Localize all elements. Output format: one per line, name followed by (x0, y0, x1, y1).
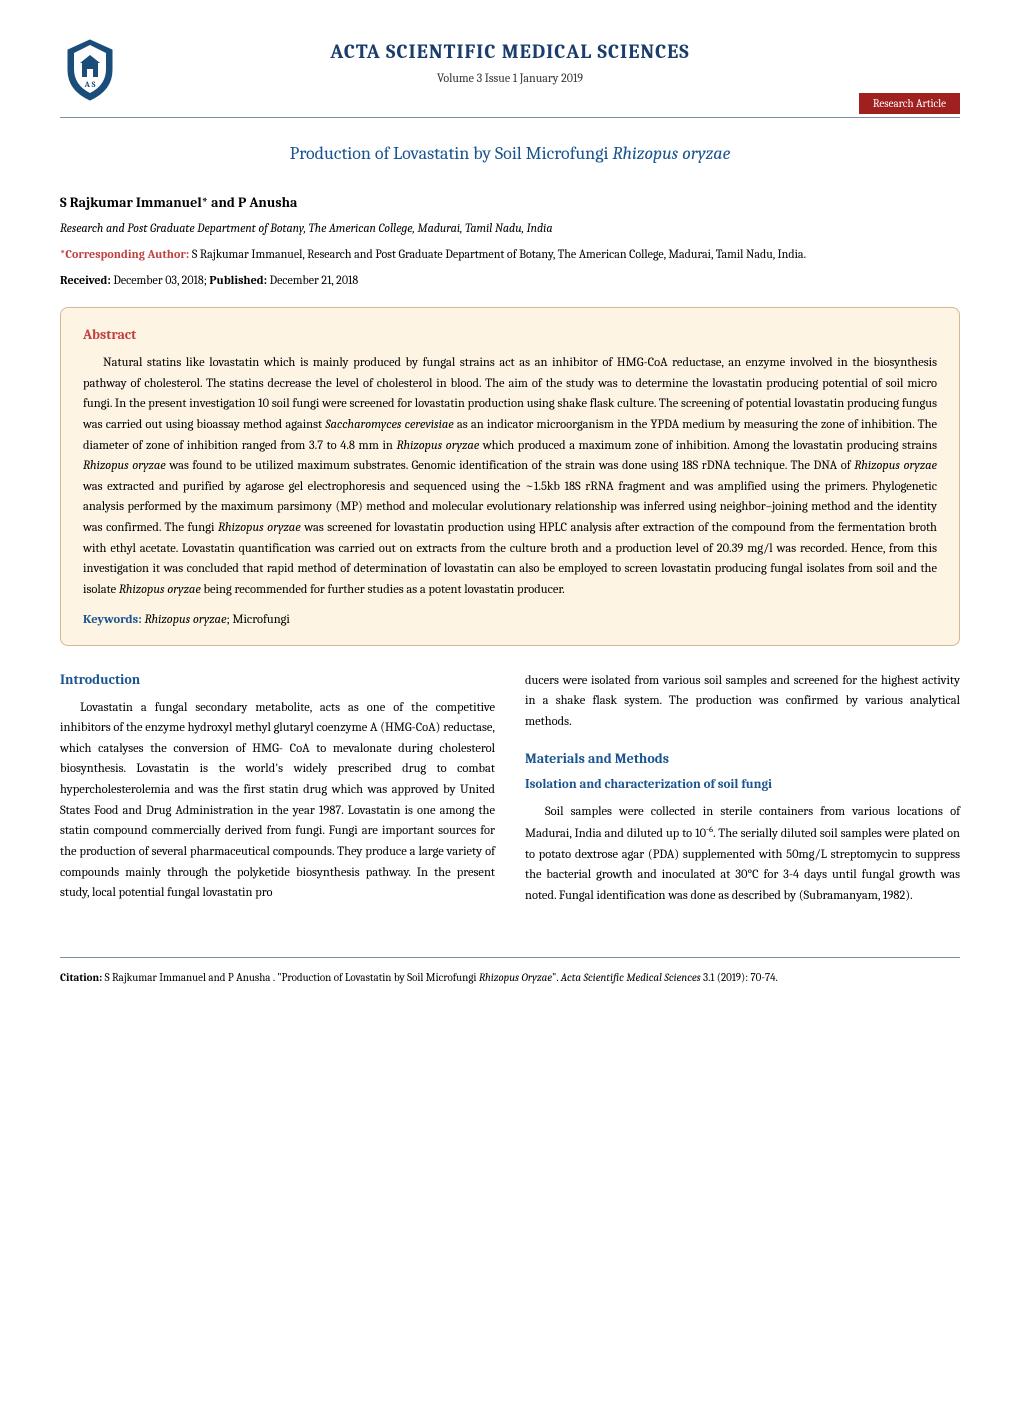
header-divider (60, 117, 960, 118)
two-column-layout: Introduction Lovastatin a fungal seconda… (60, 671, 960, 907)
abstract-heading: Abstract (83, 326, 937, 343)
article-title-italic: Rhizopus oryzae (612, 143, 730, 164)
introduction-heading: Introduction (60, 671, 495, 688)
published-label: Published: (209, 273, 269, 287)
abstract-box: Abstract Natural statins like lovastatin… (60, 307, 960, 646)
methods-text: Soil samples were collected in sterile c… (525, 802, 960, 906)
citation: Citation: S Rajkumar Immanuel and P Anus… (60, 970, 960, 987)
article-title-prefix: Production of Lovastatin by Soil Microfu… (290, 143, 613, 164)
corresponding-text: S Rajkumar Immanuel, Research and Post G… (192, 247, 806, 261)
page-header: A S ACTA SCIENTIFIC MEDICAL SCIENCES (60, 40, 960, 63)
received-label: Received: (60, 273, 113, 287)
authors: S Rajkumar Immanuel* and P Anusha (60, 194, 960, 211)
svg-text:A S: A S (84, 80, 96, 89)
introduction-continued: ducers were isolated from various soil s… (525, 671, 960, 733)
keywords: Keywords: Rhizopus oryzae; Microfungi (83, 613, 937, 627)
received-date: December 03, 2018; (113, 273, 209, 287)
keywords-italic: Rhizopus oryzae (144, 613, 226, 627)
publication-dates: Received: December 03, 2018; Published: … (60, 273, 960, 287)
methods-subsection-heading: Isolation and characterization of soil f… (525, 777, 960, 792)
methods-heading: Materials and Methods (525, 750, 960, 767)
article-type-row: Research Article (60, 93, 960, 114)
abstract-text: Natural statins like lovastatin which is… (83, 353, 937, 601)
affiliation: Research and Post Graduate Department of… (60, 221, 960, 235)
page-footer: Citation: S Rajkumar Immanuel and P Anus… (60, 957, 960, 987)
keywords-label: Keywords: (83, 613, 144, 627)
published-date: December 21, 2018 (270, 273, 359, 287)
journal-title: ACTA SCIENTIFIC MEDICAL SCIENCES (330, 40, 690, 63)
keywords-rest: ; Microfungi (226, 613, 289, 627)
corresponding-author: *Corresponding Author: S Rajkumar Immanu… (60, 245, 960, 263)
citation-label: Citation: (60, 971, 105, 984)
volume-info: Volume 3 Issue 1 January 2019 (60, 71, 960, 85)
right-column: ducers were isolated from various soil s… (525, 671, 960, 907)
introduction-text: Lovastatin a fungal secondary metabolite… (60, 698, 495, 904)
corresponding-label: *Corresponding Author: (60, 247, 192, 261)
article-title: Production of Lovastatin by Soil Microfu… (60, 143, 960, 164)
left-column: Introduction Lovastatin a fungal seconda… (60, 671, 495, 907)
article-type-badge: Research Article (859, 93, 960, 114)
journal-logo-icon: A S (60, 35, 120, 105)
